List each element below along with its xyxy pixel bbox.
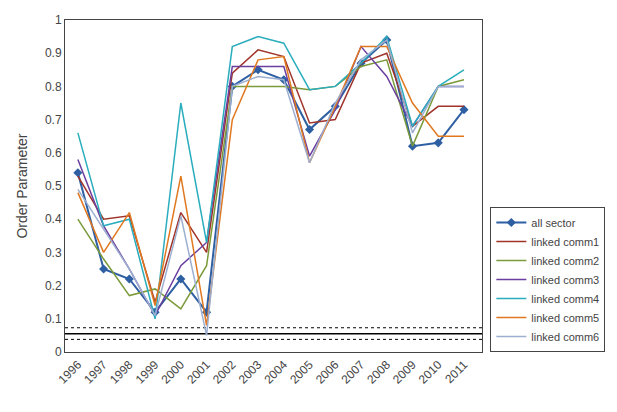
svg-text:linked comm6: linked comm6: [531, 331, 599, 343]
svg-text:1997: 1997: [81, 358, 110, 387]
svg-text:2006: 2006: [313, 358, 342, 387]
svg-text:1996: 1996: [55, 358, 84, 387]
svg-text:2000: 2000: [158, 358, 187, 387]
svg-text:2005: 2005: [287, 358, 316, 387]
svg-text:2011: 2011: [442, 358, 470, 386]
svg-text:0.8: 0.8: [45, 80, 62, 94]
svg-text:Order Parameter: Order Parameter: [14, 133, 30, 238]
svg-text:linked comm5: linked comm5: [531, 312, 599, 324]
svg-text:1: 1: [55, 13, 62, 27]
svg-text:0.3: 0.3: [45, 246, 62, 260]
svg-text:2009: 2009: [390, 358, 419, 387]
svg-text:1998: 1998: [107, 358, 136, 387]
svg-text:2003: 2003: [236, 358, 265, 387]
svg-text:1999: 1999: [133, 358, 162, 387]
svg-text:0.6: 0.6: [45, 146, 62, 160]
svg-text:0.1: 0.1: [45, 312, 62, 326]
svg-text:2002: 2002: [210, 358, 239, 387]
svg-text:2001: 2001: [184, 358, 213, 387]
svg-text:linked comm1: linked comm1: [531, 236, 599, 248]
svg-text:linked comm2: linked comm2: [531, 255, 599, 267]
svg-text:0.9: 0.9: [45, 46, 62, 60]
svg-text:0.5: 0.5: [45, 179, 62, 193]
svg-text:0.7: 0.7: [45, 113, 62, 127]
svg-text:linked comm4: linked comm4: [531, 293, 599, 305]
svg-text:0.2: 0.2: [45, 279, 62, 293]
svg-text:0: 0: [55, 345, 62, 359]
svg-text:2010: 2010: [416, 358, 445, 387]
svg-text:linked comm3: linked comm3: [531, 274, 599, 286]
svg-text:all sector: all sector: [531, 217, 575, 229]
svg-text:2004: 2004: [261, 358, 290, 387]
svg-text:2007: 2007: [339, 358, 368, 387]
svg-text:2008: 2008: [364, 358, 393, 387]
svg-text:0.4: 0.4: [45, 212, 62, 226]
